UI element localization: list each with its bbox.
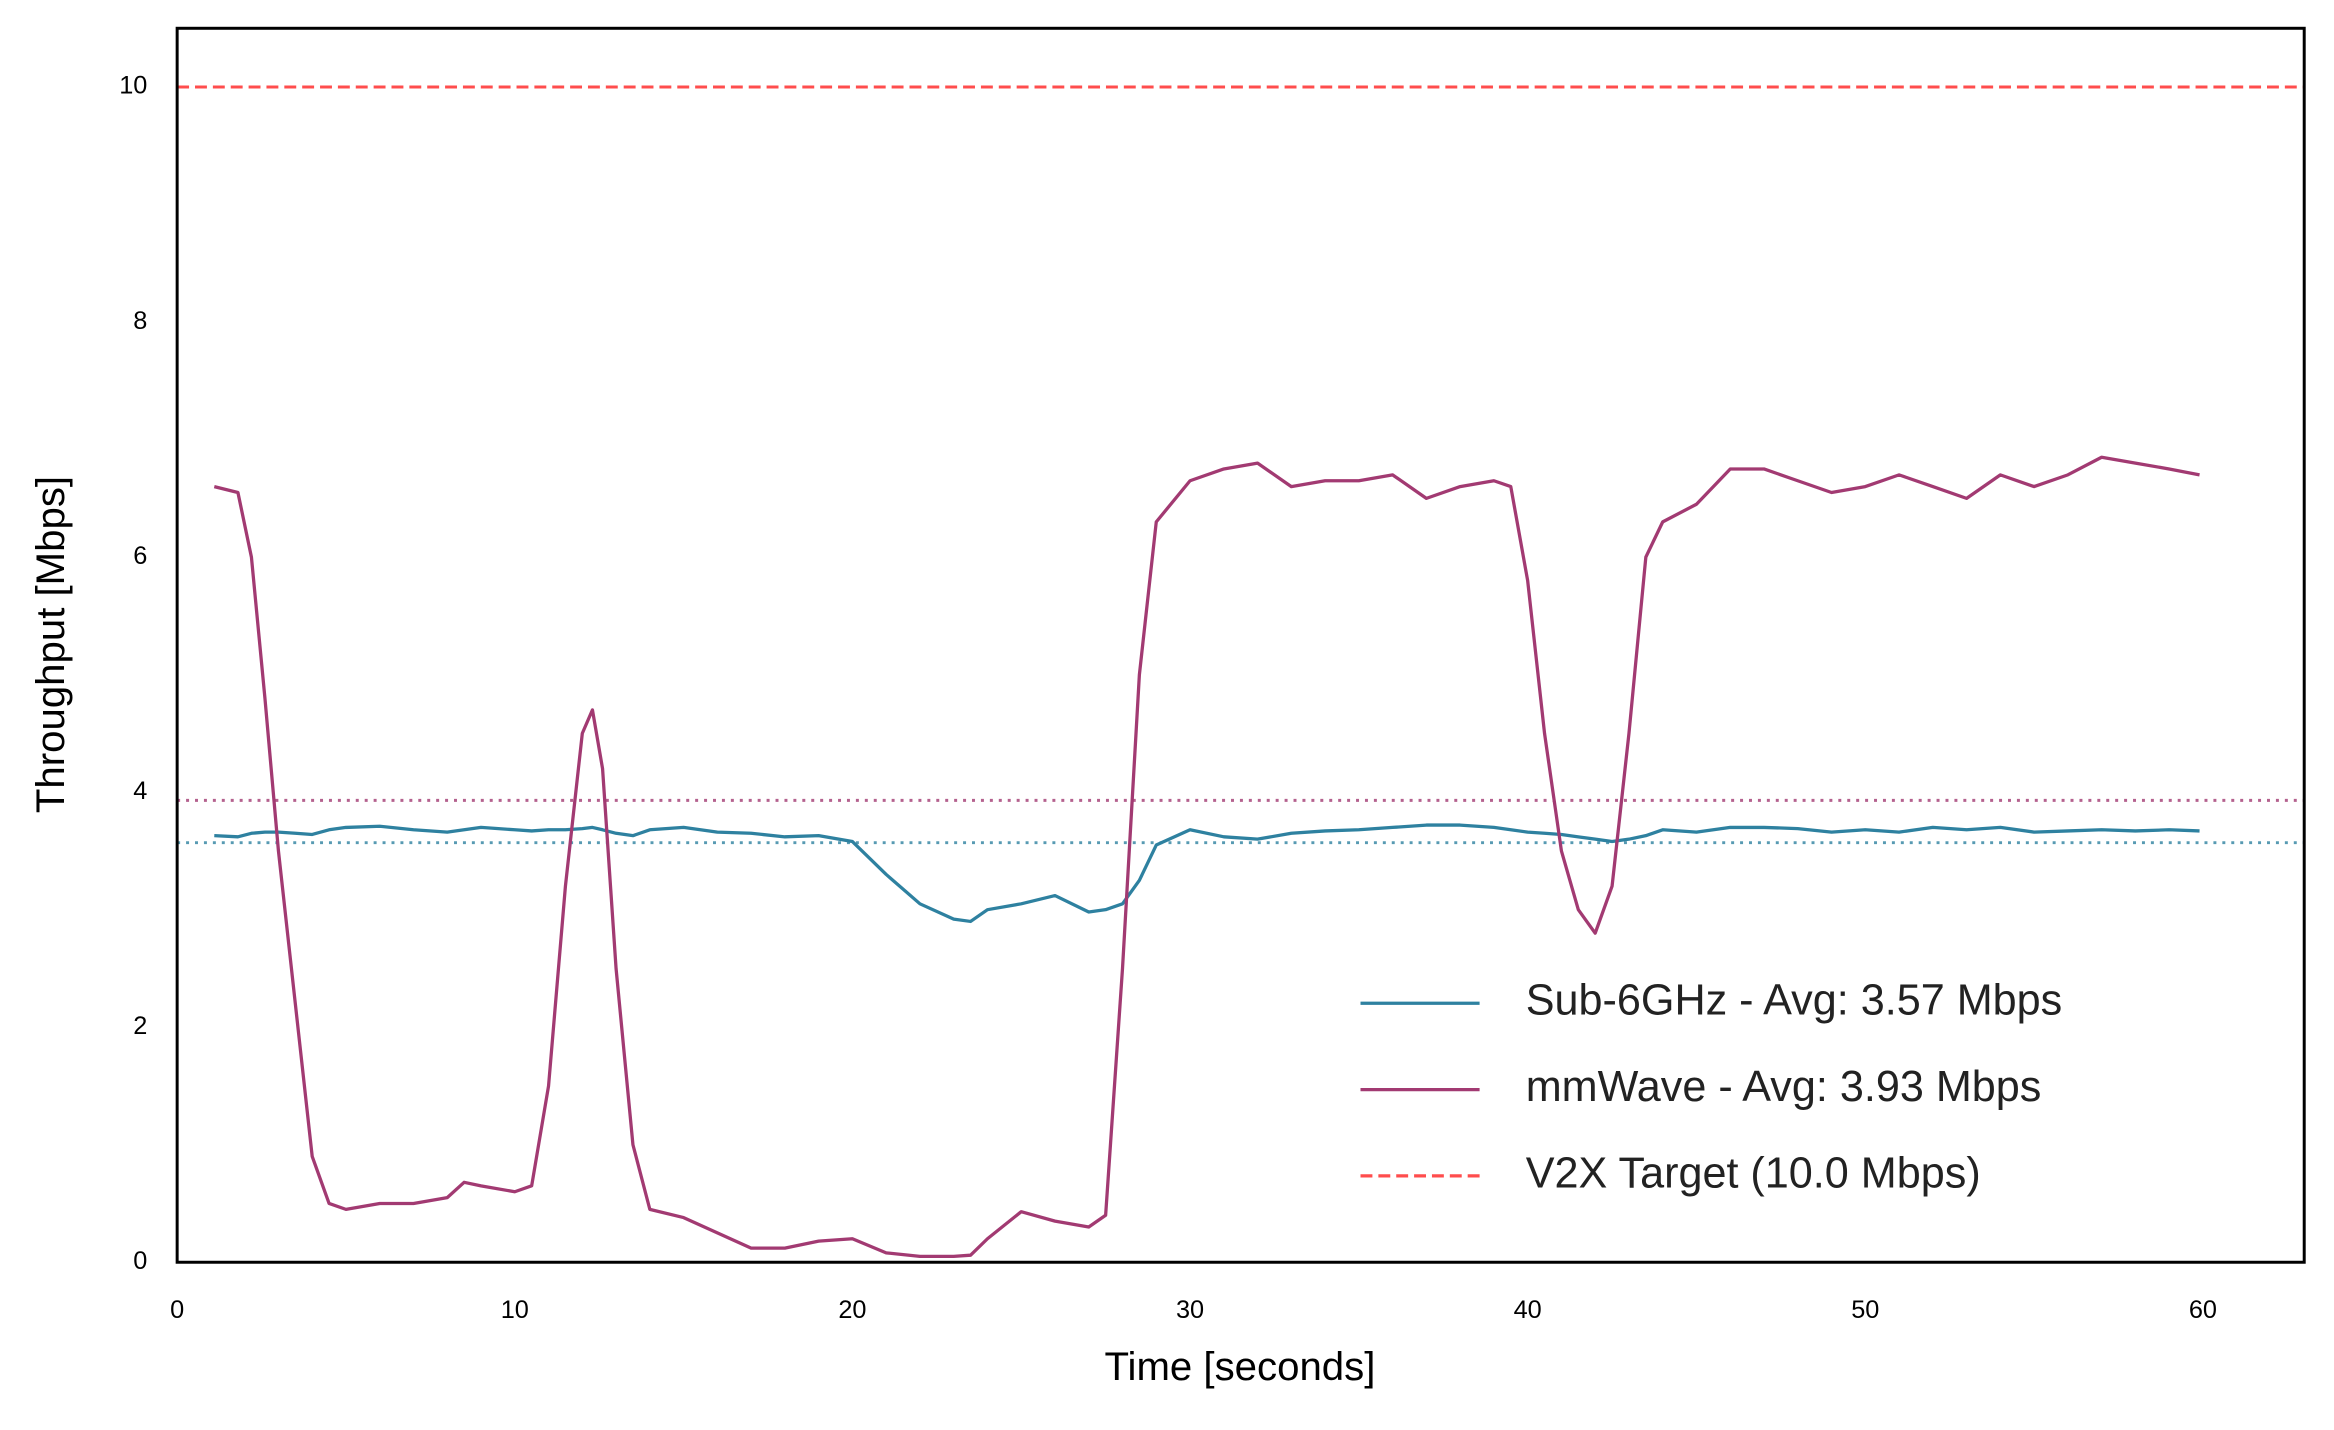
x-tick-label: 40 [1514,1296,1542,1324]
y-tick-label: 2 [133,1012,147,1040]
x-tick-label: 0 [170,1296,184,1324]
y-tick-label: 0 [133,1247,147,1275]
series-line [214,823,2200,924]
x-tick-label: 30 [1176,1296,1204,1324]
legend-label: mmWave - Avg: 3.93 Mbps [1526,1063,2042,1111]
plot-frame [175,26,2306,1264]
x-tick-label: 50 [1851,1296,1879,1324]
x-axis-label: Time [seconds] [1104,1344,1375,1389]
x-tick-label: 60 [2189,1296,2217,1324]
y-axis-label: Throughput [Mbps] [28,476,73,813]
series-line [213,455,2200,1259]
y-tick-label: 10 [119,72,147,100]
y-tick-label: 6 [133,542,147,570]
y-tick-label: 4 [133,777,147,805]
legend-label: Sub-6GHz - Avg: 3.57 Mbps [1526,977,2063,1025]
x-tick-label: 10 [501,1296,529,1324]
y-tick-label: 8 [133,307,147,335]
legend-label: V2X Target (10.0 Mbps) [1526,1149,1981,1197]
plot-area [177,28,2305,1263]
x-tick-label: 20 [838,1296,866,1324]
